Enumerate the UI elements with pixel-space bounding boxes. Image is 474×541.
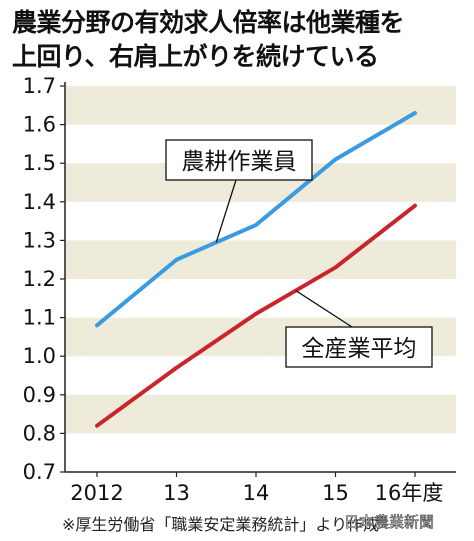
y-tick-label: 0.7 xyxy=(23,460,56,484)
chart-axes xyxy=(64,82,456,473)
publisher-credit: 日本農業新聞 xyxy=(344,513,435,532)
chart-title: 農業分野の有効求人倍率は他業種を 上回り、右肩上がりを続けている xyxy=(12,6,468,74)
y-tick-label: 0.9 xyxy=(23,383,56,407)
y-tick-label: 1.7 xyxy=(23,74,56,98)
series-label-2: 全産業平均 xyxy=(302,336,417,362)
callout-box xyxy=(285,326,433,368)
title-line-1: 農業分野の有効求人倍率は他業種を xyxy=(12,8,405,37)
y-tick-label: 1.3 xyxy=(23,228,56,252)
y-tick-label: 1.0 xyxy=(23,344,56,368)
x-tick-label: 14 xyxy=(243,481,270,505)
callout-box xyxy=(165,139,313,181)
title-line-2: 上回り、右肩上がりを続けている xyxy=(12,42,379,71)
y-tick-label: 1.6 xyxy=(23,113,56,137)
x-tick-label: 16年度 xyxy=(375,481,444,505)
y-axis-ticks: 0.7 0.8 0.9 1.0 1.1 1.2 1.3 1.4 1.5 1.6 1.7 xyxy=(23,74,65,484)
series-line-1 xyxy=(95,111,417,328)
x-tick-label: 15 xyxy=(322,481,349,505)
series-label-1: 農耕作業員 xyxy=(182,149,297,175)
series-line-2 xyxy=(95,203,417,428)
x-axis-ticks: 2012 13 14 15 16年度 xyxy=(70,472,443,505)
y-tick-label: 1.5 xyxy=(23,151,56,175)
grid-band xyxy=(65,394,456,434)
grid-band xyxy=(65,86,456,125)
callout-leader xyxy=(295,290,353,328)
x-tick-label: 13 xyxy=(163,481,190,505)
y-tick-label: 1.2 xyxy=(23,267,56,291)
x-tick-label: 2012 xyxy=(70,481,123,505)
y-tick-label: 0.8 xyxy=(23,421,56,445)
series-lines xyxy=(95,111,417,428)
grid-band xyxy=(65,240,456,279)
y-tick-label: 1.4 xyxy=(23,190,56,214)
grid-bands xyxy=(65,86,456,434)
source-footnote: ※厚生労働省「職業安定業務統計」より作成 xyxy=(62,515,380,534)
callout-leader xyxy=(215,179,237,243)
y-tick-label: 1.1 xyxy=(23,306,56,330)
